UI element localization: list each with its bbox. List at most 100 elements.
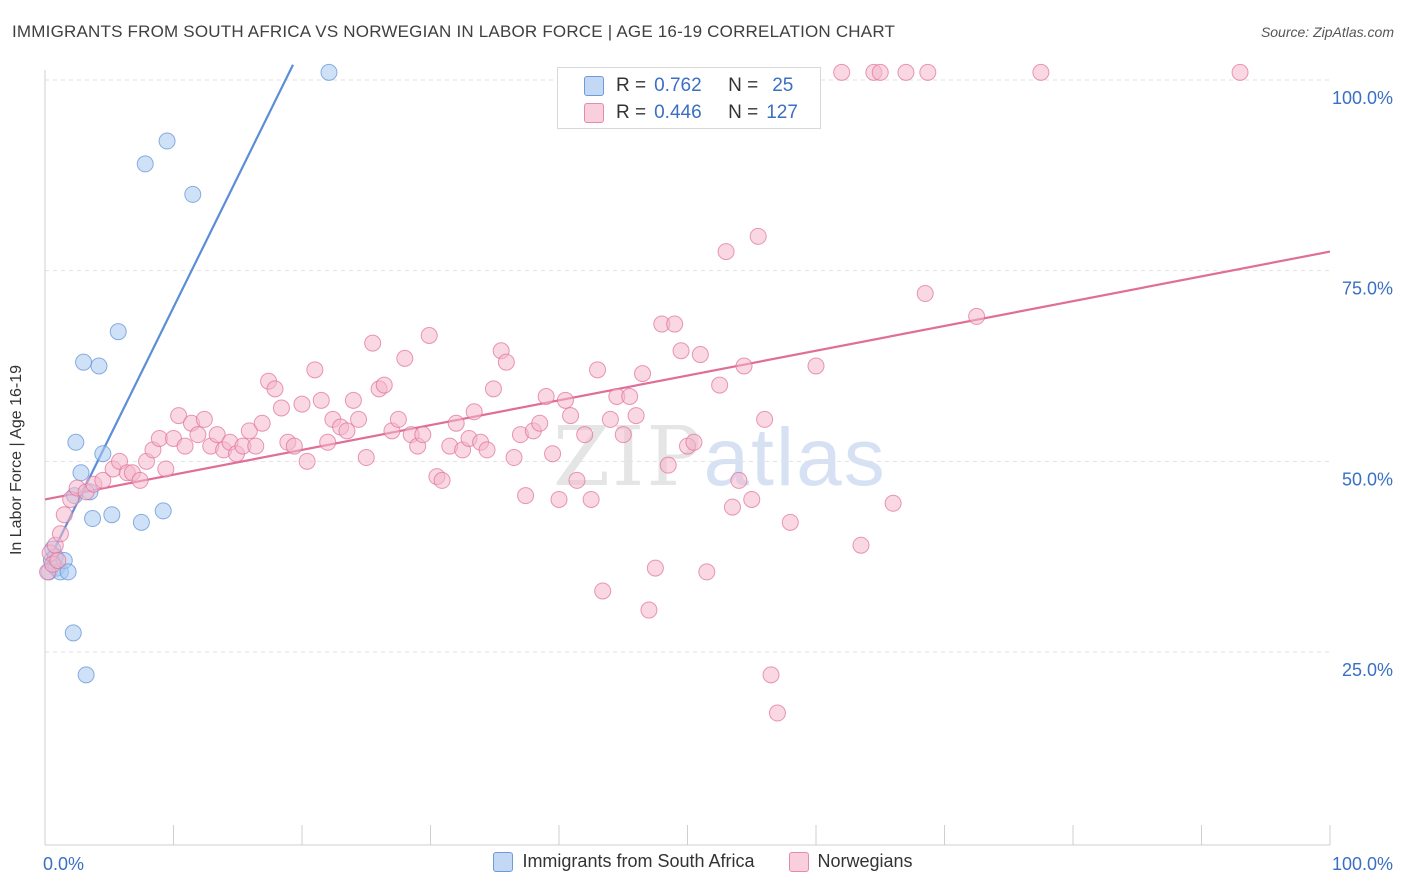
point-norwegians — [556, 391, 574, 409]
point-south-africa — [158, 132, 176, 150]
point-norwegians — [312, 391, 330, 409]
point-south-africa — [64, 624, 82, 642]
y-tick-label: 75.0% — [1342, 279, 1393, 299]
point-norwegians — [51, 525, 69, 543]
legend-swatch-south-africa — [493, 851, 514, 872]
point-norwegians — [730, 471, 748, 489]
point-south-africa — [136, 155, 154, 173]
point-norwegians — [94, 471, 112, 489]
point-norwegians — [478, 441, 496, 459]
chart-title: IMMIGRANTS FROM SOUTH AFRICA VS NORWEGIA… — [12, 22, 896, 41]
point-norwegians — [208, 426, 226, 444]
point-norwegians — [666, 315, 684, 333]
point-norwegians — [465, 403, 483, 421]
stats-row-norwegians: R = 0.446 N = 127 — [558, 100, 798, 126]
point-norwegians — [589, 361, 607, 379]
point-norwegians — [916, 285, 934, 303]
y-tick-label: 100.0% — [1332, 88, 1393, 108]
n-value: 127 — [766, 102, 798, 123]
point-norwegians — [531, 414, 549, 432]
point-norwegians — [375, 376, 393, 394]
point-norwegians — [338, 422, 356, 440]
point-south-africa — [94, 445, 112, 463]
point-south-africa — [103, 506, 121, 524]
point-norwegians — [344, 391, 362, 409]
n-label: N = — [728, 75, 759, 96]
point-south-africa — [84, 510, 102, 528]
point-norwegians — [189, 426, 207, 444]
source-credit: Source: ZipAtlas.com — [1260, 24, 1394, 40]
point-south-africa — [154, 502, 172, 520]
legend-label: Norwegians — [817, 851, 913, 871]
point-norwegians — [659, 456, 677, 474]
point-norwegians — [253, 414, 271, 432]
n-value: 25 — [772, 75, 794, 96]
point-norwegians — [562, 407, 580, 425]
legend-item-norwegians[interactable]: Norwegians — [788, 851, 913, 872]
point-norwegians — [285, 437, 303, 455]
point-norwegians — [884, 494, 902, 512]
label-layer: 25.0% 50.0% 75.0% 100.0% 0.0% 100.0% — [43, 88, 1393, 874]
point-norwegians — [691, 346, 709, 364]
point-norwegians — [871, 63, 889, 81]
point-south-africa — [90, 357, 108, 375]
trendline-norwegians — [44, 250, 1331, 501]
point-south-africa — [67, 433, 85, 451]
point-norwegians — [497, 353, 515, 371]
point-norwegians — [743, 490, 761, 508]
point-norwegians — [247, 437, 265, 455]
x-tick-label: 100.0% — [1332, 854, 1393, 874]
point-norwegians — [576, 426, 594, 444]
point-norwegians — [266, 380, 284, 398]
point-norwegians — [698, 563, 716, 581]
point-norwegians — [582, 490, 600, 508]
point-norwegians — [157, 460, 175, 478]
bottom-legend: Immigrants from South Africa Norwegians — [0, 851, 1406, 872]
point-norwegians — [807, 357, 825, 375]
point-norwegians — [919, 63, 937, 81]
y-tick-label: 25.0% — [1342, 660, 1393, 680]
point-norwegians — [357, 449, 375, 467]
stats-row-south-africa: R = 0.762 N = 25 — [558, 73, 793, 99]
point-norwegians — [735, 357, 753, 375]
point-norwegians — [131, 471, 149, 489]
point-norwegians — [723, 498, 741, 516]
point-norwegians — [350, 410, 368, 428]
point-south-africa — [72, 464, 90, 482]
point-norwegians — [762, 666, 780, 684]
point-south-africa — [77, 666, 95, 684]
r-label: R = — [616, 102, 647, 123]
point-norwegians — [833, 63, 851, 81]
point-norwegians — [484, 380, 502, 398]
point-norwegians — [433, 471, 451, 489]
point-norwegians — [968, 307, 986, 325]
legend-label: Immigrants from South Africa — [522, 851, 755, 871]
point-norwegians — [1231, 63, 1249, 81]
point-norwegians — [389, 410, 407, 428]
axis-layer — [44, 70, 1331, 846]
n-label: N = — [728, 102, 759, 123]
point-norwegians — [672, 342, 690, 360]
point-south-africa — [132, 513, 150, 531]
point-norwegians — [195, 410, 213, 428]
point-norwegians — [768, 704, 786, 722]
y-tick-label: 50.0% — [1342, 469, 1393, 489]
point-norwegians — [621, 388, 639, 406]
point-norwegians — [49, 551, 67, 569]
point-norwegians — [293, 395, 311, 413]
point-norwegians — [550, 490, 568, 508]
point-norwegians — [517, 487, 535, 505]
point-norwegians — [505, 449, 523, 467]
point-norwegians — [420, 326, 438, 344]
point-south-africa — [59, 563, 77, 581]
point-norwegians — [634, 365, 652, 383]
point-norwegians — [447, 414, 465, 432]
point-norwegians — [601, 410, 619, 428]
trend-layer — [44, 64, 1331, 569]
point-norwegians — [685, 433, 703, 451]
point-norwegians — [717, 243, 735, 261]
point-norwegians — [298, 452, 316, 470]
point-south-africa — [109, 323, 127, 341]
legend-item-south-africa[interactable]: Immigrants from South Africa — [493, 851, 755, 872]
